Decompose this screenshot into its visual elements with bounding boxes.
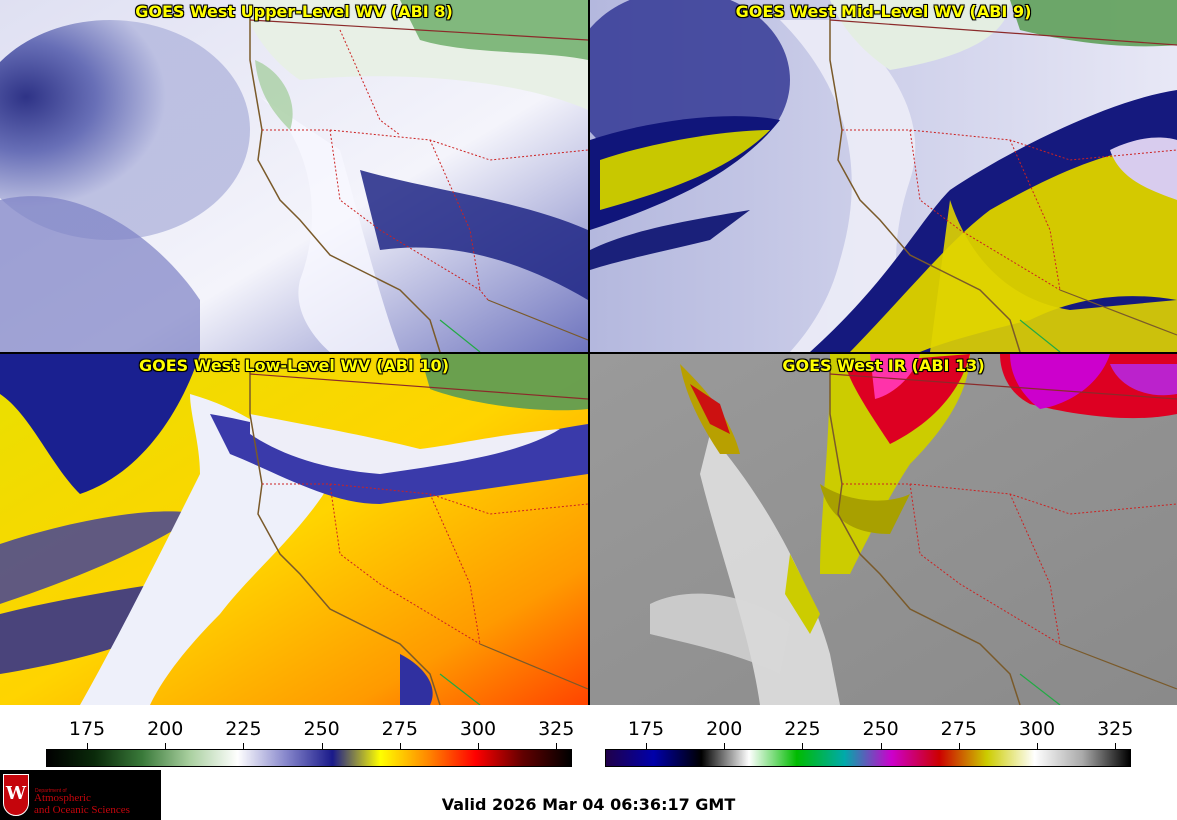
panel-title: GOES West IR (ABI 13) [782,356,985,375]
colorbar-tick-mark [802,743,804,749]
ir-colorbar: 175 200 225 250 275 300 325 [0,705,1177,769]
colorbar-tick-mark [724,743,726,749]
mid-level-wv-image [590,0,1177,352]
colorbar-tick-mark [243,743,245,749]
upper-level-wv-panel: GOES West Upper-Level WV (ABI 8) [0,0,588,352]
colorbar-tick-label: 250 [862,718,899,740]
colorbar-tick-label: 175 [68,718,106,740]
wv-colorbar-scale [46,749,572,767]
logo-line2: and Oceanic Sciences [34,804,130,816]
ir-panel: GOES West IR (ABI 13) [590,354,1177,705]
colorbar-tick-label: 275 [940,718,977,740]
colorbar-tick-mark [880,743,882,749]
low-level-wv-image [0,354,588,705]
panel-divider [0,352,1177,354]
upper-level-wv-image [0,0,588,352]
colorbar-tick-label: 225 [225,718,262,740]
colorbar-tick-mark [478,743,480,749]
wv-colorbar-ticks: 175 200 225 250 275 300 325 [0,705,588,749]
colorbar-tick-label: 300 [1018,718,1056,740]
colorbar-tick-label: 250 [303,718,340,740]
colorbar-tick-label: 300 [459,718,497,740]
colorbar-tick-mark [646,743,648,749]
aos-logo[interactable]: W Department of Atmospheric and Oceanic … [0,770,161,820]
colorbar-tick-mark [399,743,401,749]
colorbar-tick-label: 200 [147,718,184,740]
colorbar-tick-mark [321,743,323,749]
panel-title: GOES West Upper-Level WV (ABI 8) [135,2,453,21]
low-level-wv-panel: GOES West Low-Level WV (ABI 10) [0,354,588,705]
colorbar-tick-mark [87,743,89,749]
logo-line1: Atmospheric [34,792,91,804]
ir-image [590,354,1177,705]
panel-title: GOES West Low-Level WV (ABI 10) [138,356,449,375]
colorbar-tick-label: 325 [538,718,575,740]
colorbar-tick-label: 200 [706,718,743,740]
mid-level-wv-panel: GOES West Mid-Level WV (ABI 9) [590,0,1177,352]
colorbar-tick-mark [1037,743,1039,749]
valid-time: Valid 2026 Mar 04 06:36:17 GMT [441,795,736,814]
colorbar-tick-label: 275 [381,718,418,740]
colorbar-tick-mark [165,743,167,749]
ir-colorbar-scale [605,749,1131,767]
colorbar-tick-mark [556,743,558,749]
colorbar-tick-label: 175 [627,718,665,740]
colorbar-tick-mark [958,743,960,749]
colorbar-tick-label: 225 [784,718,821,740]
ir-colorbar-ticks: 175 200 225 250 275 300 325 [0,705,1177,749]
colorbar-tick-mark [1115,743,1117,749]
wv-colorbar: 175 200 225 250 275 300 325 [0,705,588,769]
colorbar-tick-label: 325 [1097,718,1134,740]
panel-title: GOES West Mid-Level WV (ABI 9) [735,2,1032,21]
uw-crest-icon: W [3,774,29,816]
logo-department: Department of [35,788,67,794]
